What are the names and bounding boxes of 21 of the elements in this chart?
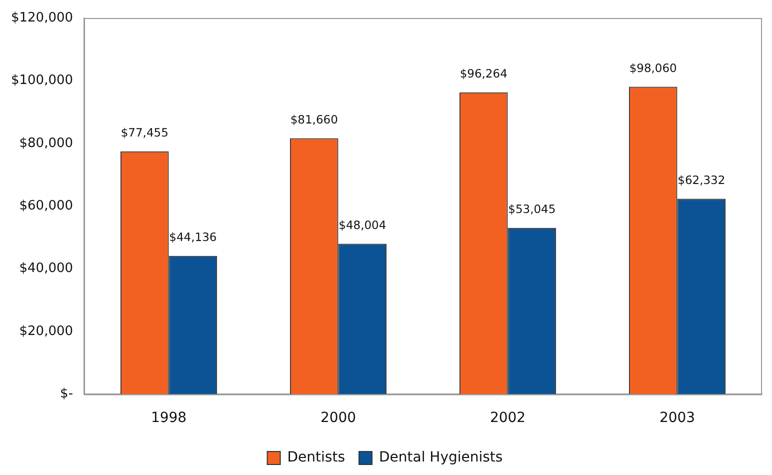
x-tick-label: 2003 [659, 410, 696, 426]
data-label: $62,332 [678, 173, 726, 188]
data-label: $81,660 [290, 112, 338, 126]
y-tick-label: $60,000 [19, 198, 74, 214]
data-label: $98,060 [629, 61, 677, 76]
data-label: $44,136 [169, 230, 217, 244]
data-label: $53,045 [508, 202, 556, 216]
legend-label: Dental Hygienists [379, 450, 503, 466]
y-tick-label: $- [60, 386, 74, 402]
data-label: $77,455 [120, 126, 168, 140]
x-tick-label: 1998 [150, 410, 187, 426]
x-tick-label: 2002 [490, 410, 526, 426]
y-tick-label: $120,000 [11, 10, 74, 26]
y-tick-label: $80,000 [19, 136, 74, 151]
x-tick-label: 2000 [320, 410, 356, 426]
y-tick-label: $100,000 [11, 73, 74, 88]
y-tick-label: $40,000 [19, 261, 74, 276]
data-label: $96,264 [460, 66, 508, 81]
y-tick-label: $20,000 [19, 324, 74, 339]
legend-label: Dentists [287, 450, 346, 466]
data-label: $48,004 [338, 218, 386, 232]
